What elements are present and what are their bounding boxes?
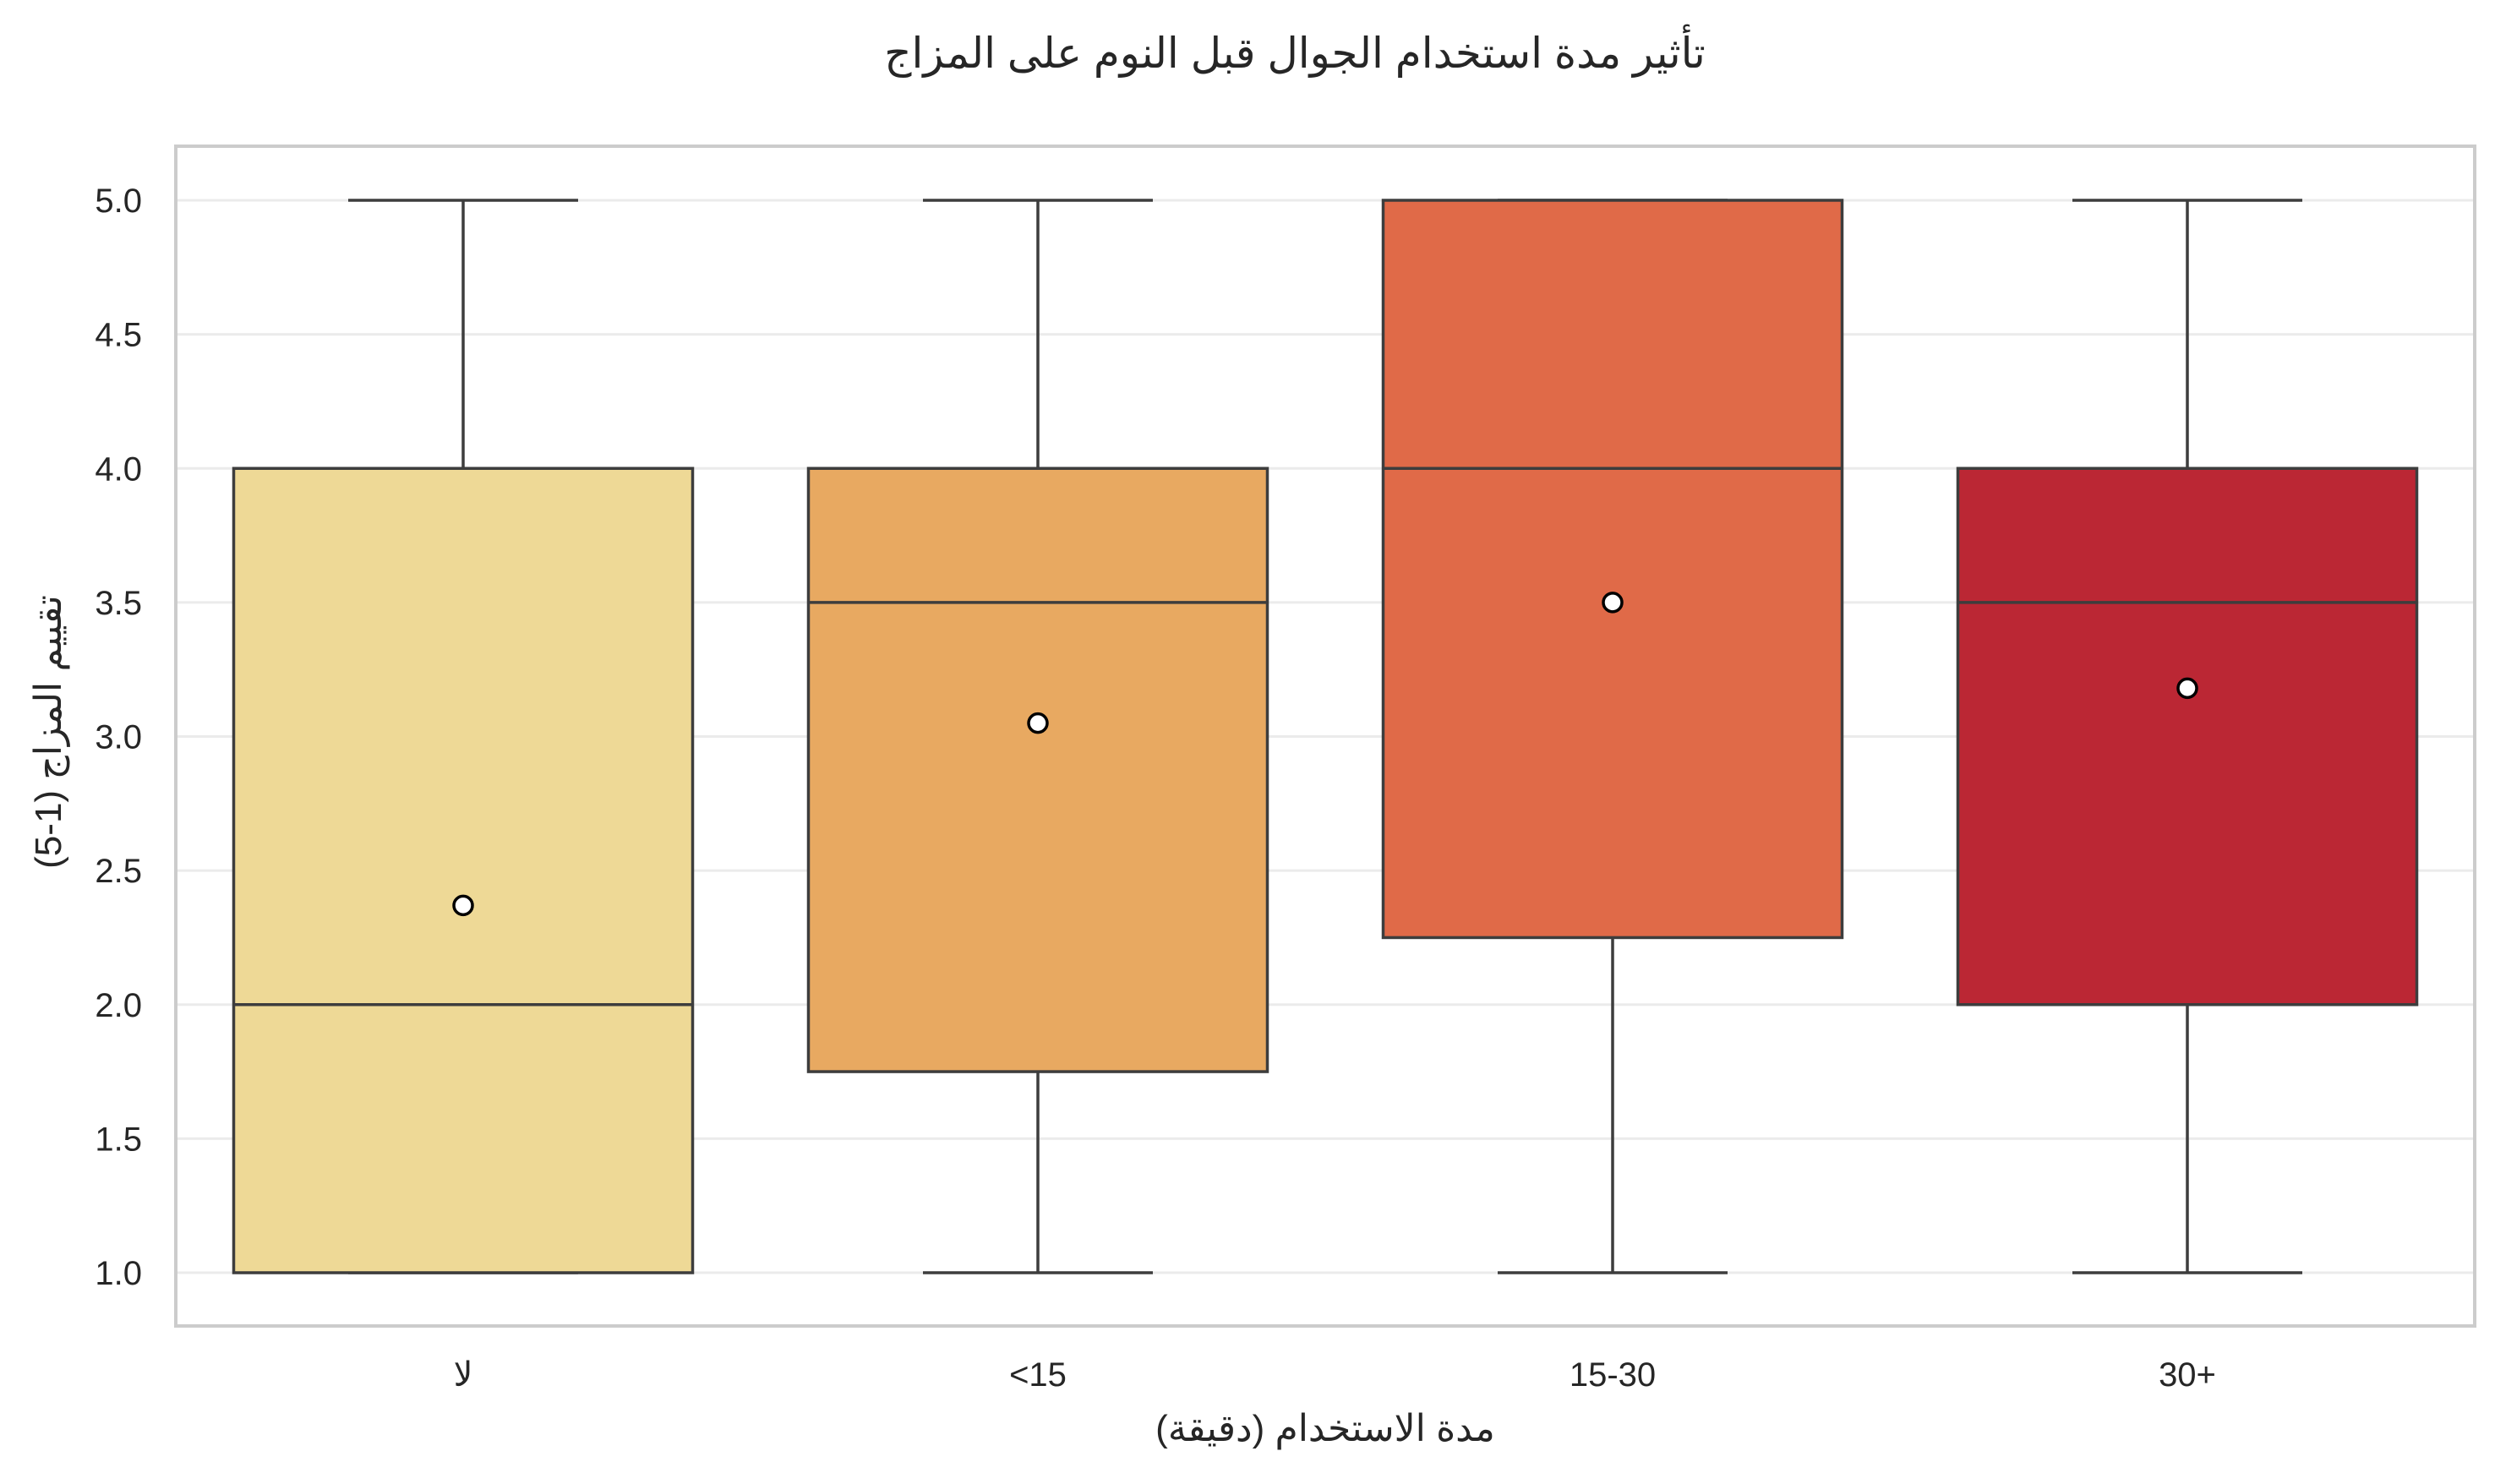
x-tick-label: <15	[1009, 1356, 1067, 1394]
x-tick-label: لا	[454, 1356, 473, 1394]
y-axis-label: تقييم المزاج (1-5)	[28, 595, 70, 869]
box-group	[232, 199, 695, 1274]
y-tick-label: 1.5	[95, 1121, 142, 1158]
y-tick-label: 3.5	[95, 585, 142, 622]
x-axis-ticks: لا <15 15-30 30+	[454, 1356, 2216, 1394]
box	[1381, 199, 1844, 940]
mean-marker	[1027, 712, 1049, 734]
y-axis-ticks: 1.0 1.5 2.0 2.5 3.0 3.5 4.0 4.5 5.0	[95, 183, 142, 1292]
x-tick-label: 30+	[2159, 1356, 2216, 1394]
y-tick-label: 3.0	[95, 719, 142, 756]
box	[1956, 466, 2419, 1007]
box-group	[1381, 199, 1844, 1274]
y-tick-label: 4.5	[95, 317, 142, 354]
mean-marker	[2176, 677, 2198, 700]
mean-marker	[452, 894, 474, 917]
y-tick-label: 2.5	[95, 853, 142, 890]
y-tick-label: 1.0	[95, 1255, 142, 1292]
box	[232, 466, 695, 1274]
mean-marker	[1602, 592, 1624, 614]
x-axis-label: مدة الاستخدام (دقيقة)	[1155, 1408, 1495, 1450]
box-group	[1956, 199, 2419, 1274]
box-group	[806, 199, 1269, 1274]
chart-title: تأثير مدة استخدام الجوال قبل النوم على ا…	[884, 24, 1706, 78]
box	[806, 466, 1269, 1073]
y-tick-label: 4.0	[95, 450, 142, 488]
y-tick-label: 5.0	[95, 183, 142, 220]
boxes	[232, 199, 2419, 1274]
y-tick-label: 2.0	[95, 987, 142, 1024]
x-tick-label: 15-30	[1570, 1356, 1656, 1394]
